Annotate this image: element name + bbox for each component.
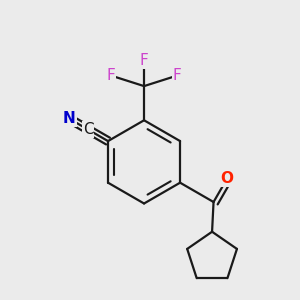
- Text: C: C: [82, 122, 93, 137]
- Text: F: F: [140, 53, 148, 68]
- Text: F: F: [107, 68, 116, 83]
- Text: O: O: [220, 171, 233, 186]
- Text: F: F: [172, 68, 181, 83]
- Text: N: N: [63, 111, 76, 126]
